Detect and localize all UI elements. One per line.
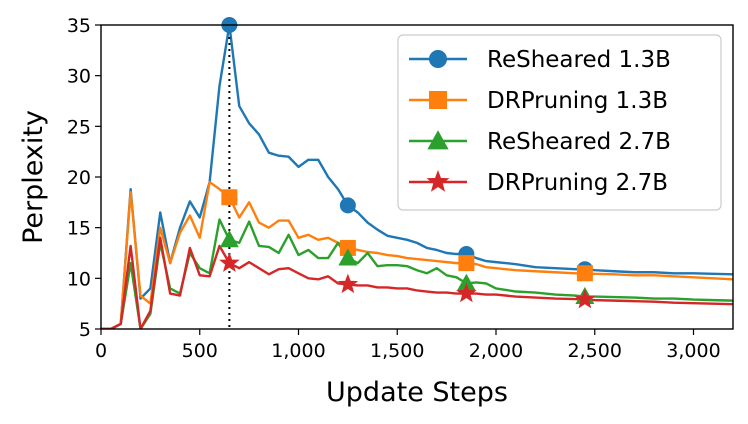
x-tick-label: 0 [95,340,107,362]
x-axis-label: Update Steps [326,377,508,408]
legend-marker [429,50,447,68]
marker-resheared-1-3b [339,197,356,214]
marker-drpruning-1-3b [221,189,238,206]
marker-resheared-2-7b [219,230,239,248]
marker-drpruning-2-7b [574,288,596,309]
y-tick-label: 30 [67,66,91,88]
legend-label: DRPruning 1.3B [487,88,668,114]
legend-entry: DRPruning 2.7B [409,169,668,196]
marker-drpruning-1-3b [576,265,593,282]
series-line-drpruning-1-3b [101,180,733,329]
marker-drpruning-1-3b [458,255,475,272]
x-tick-label: 500 [182,340,218,362]
axis-ticks: 0 500 1,000 1,500 2,000 2,500 3,000 5 10 15 20 25 30… [67,15,721,362]
legend-label: DRPruning 2.7B [487,170,668,196]
legend-box [397,34,722,211]
marker-drpruning-2-7b [337,273,359,294]
legend-marker [427,130,449,150]
x-tick-label: 2,500 [568,340,622,362]
x-tick-label: 2,000 [469,340,523,362]
y-tick-label: 15 [67,218,91,240]
legend-marker [429,91,447,109]
marker-drpruning-2-7b [219,252,240,272]
y-tick-label: 10 [67,268,91,290]
legend-label: ReSheared 1.3B [487,47,671,73]
legend-label: ReSheared 2.7B [487,129,671,155]
legend-entry: DRPruning 1.3B [409,88,668,114]
legend: ReSheared 1.3B DRPruning 1.3B ReSheared 2.… [397,34,722,211]
series-line-drpruning-2-7b [101,236,733,329]
y-axis-label: Perplexity [18,110,49,244]
marker-resheared-2-7b [338,248,358,266]
x-tick-label: 3,000 [666,340,720,362]
series-markers [219,17,596,309]
y-tick-label: 20 [67,167,91,189]
y-tick-label: 25 [67,116,91,138]
x-tick-label: 1,000 [271,340,325,362]
series-line-resheared-1-3b [101,25,733,329]
legend-entry: ReSheared 2.7B [409,129,671,155]
y-tick-label: 35 [67,15,91,37]
x-tick-label: 1,500 [370,340,424,362]
legend-marker [426,169,450,192]
marker-drpruning-2-7b [456,282,477,303]
y-tick-label: 5 [79,319,91,341]
legend-entry: ReSheared 1.3B [409,47,671,73]
series-lines [101,25,733,329]
